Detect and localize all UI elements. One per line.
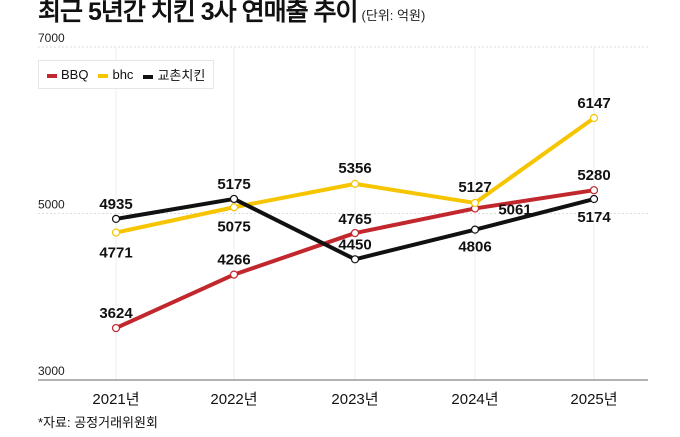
legend-swatch bbox=[98, 73, 109, 78]
data-point bbox=[111, 214, 121, 224]
legend-swatch bbox=[143, 74, 154, 79]
legend-label: BBQ bbox=[61, 67, 89, 82]
legend: BBQ bhc 교촌치킨 bbox=[38, 60, 215, 89]
data-label: 5174 bbox=[577, 209, 611, 226]
y-tick-label: 5000 bbox=[38, 198, 65, 212]
source-note: *자료: 공정거래위원회 bbox=[38, 415, 158, 430]
legend-item-bhc: bhc bbox=[98, 67, 133, 82]
data-label: 5280 bbox=[577, 167, 610, 184]
x-tick-label: 2021년 bbox=[92, 391, 139, 408]
data-point bbox=[589, 186, 599, 195]
data-point bbox=[470, 198, 480, 208]
data-label: 4450 bbox=[338, 236, 371, 253]
data-label: 5175 bbox=[217, 176, 250, 193]
legend-label: 교촌치킨 bbox=[157, 68, 206, 83]
data-label: 5075 bbox=[217, 218, 250, 235]
x-tick-label: 2023년 bbox=[331, 391, 378, 408]
data-label: 5061 bbox=[498, 201, 531, 218]
data-point bbox=[229, 270, 239, 279]
data-label: 4935 bbox=[99, 196, 132, 213]
legend-item-kyochon: 교촌치킨 bbox=[143, 65, 205, 84]
data-point bbox=[350, 255, 360, 264]
x-tick-label: 2022년 bbox=[210, 391, 257, 408]
legend-label: bhc bbox=[112, 67, 134, 82]
data-point bbox=[589, 113, 599, 123]
data-point bbox=[350, 179, 360, 188]
data-label: 4765 bbox=[338, 211, 371, 228]
data-point bbox=[589, 194, 599, 204]
data-label: 3624 bbox=[99, 305, 133, 322]
chart-title: 최근 5년간 치킨 3사 연매출 추이 (단위: 억원) bbox=[38, 0, 425, 28]
data-label: 4806 bbox=[458, 239, 491, 256]
data-point bbox=[229, 203, 239, 212]
data-label: 4771 bbox=[99, 245, 132, 262]
data-point bbox=[111, 323, 121, 333]
data-label: 6147 bbox=[577, 95, 610, 112]
data-point bbox=[470, 225, 480, 234]
data-point bbox=[229, 194, 239, 204]
data-point bbox=[111, 228, 121, 237]
unit-label: (단위: 억원) bbox=[361, 8, 426, 23]
data-label: 5356 bbox=[338, 160, 371, 177]
data-point bbox=[350, 228, 360, 238]
x-tick-label: 2025년 bbox=[570, 391, 617, 408]
title-text: 최근 5년간 치킨 3사 연매출 추이 bbox=[38, 0, 359, 26]
y-tick-label: 3000 bbox=[38, 364, 65, 378]
legend-swatch bbox=[47, 73, 57, 78]
y-tick-label: 7000 bbox=[38, 31, 65, 45]
data-label: 4266 bbox=[217, 252, 250, 269]
x-tick-label: 2024년 bbox=[451, 391, 498, 408]
data-label: 5127 bbox=[458, 179, 491, 196]
legend-item-bbq: BBQ bbox=[47, 67, 88, 82]
